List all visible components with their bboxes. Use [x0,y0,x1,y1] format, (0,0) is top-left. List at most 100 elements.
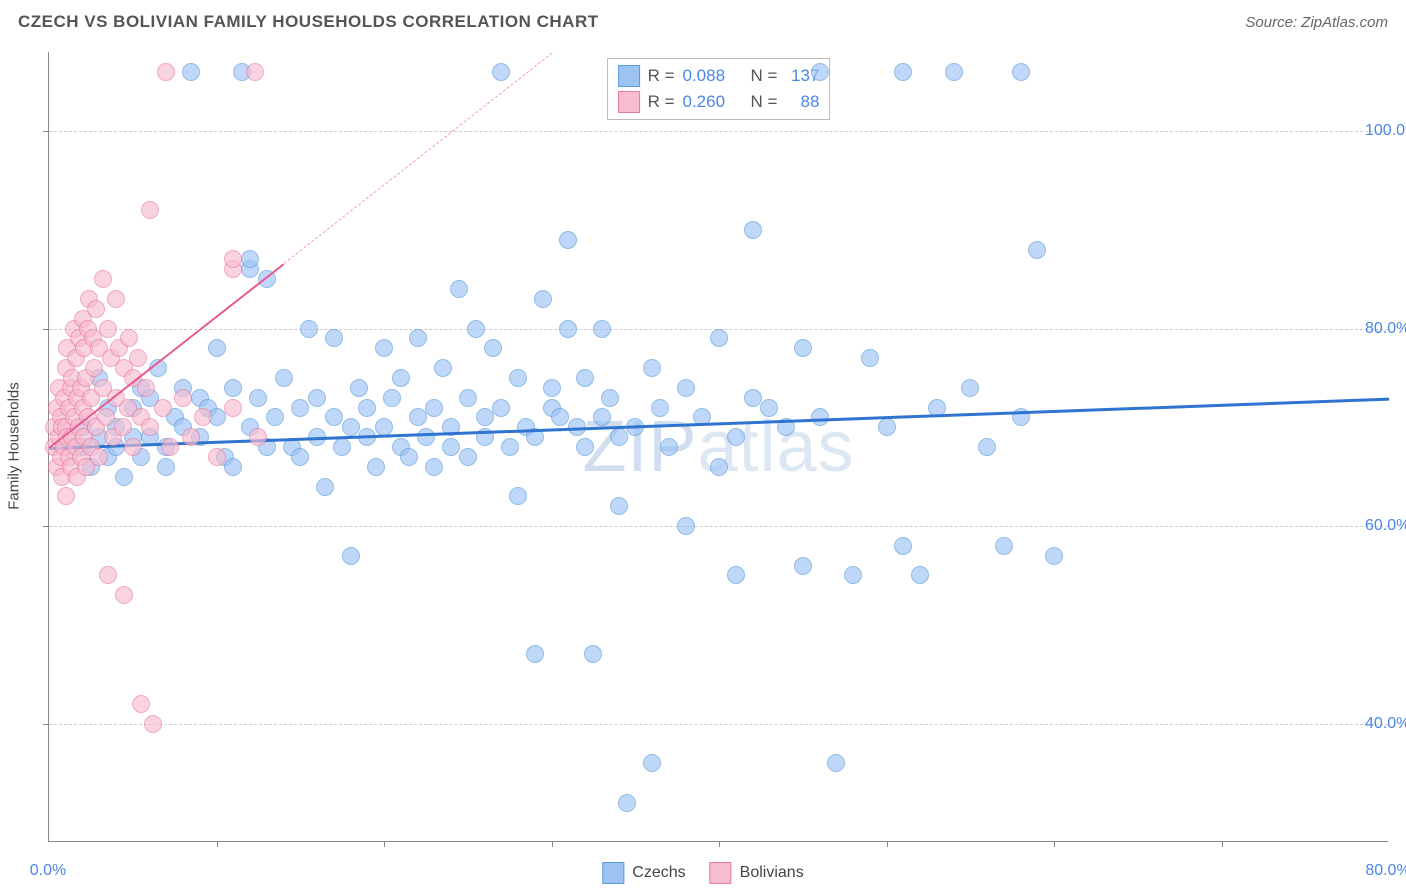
data-point [97,408,115,426]
data-point [727,566,745,584]
data-point [194,408,212,426]
data-point [132,695,150,713]
series-swatch [618,91,640,113]
data-point [208,339,226,357]
data-point [861,349,879,367]
y-tick-label: 100.0% [1365,122,1406,140]
data-point [409,329,427,347]
data-point [182,428,200,446]
data-point [300,320,318,338]
data-point [584,645,602,663]
stat-r-value: 0.088 [683,66,726,86]
legend-label: Czechs [632,864,685,882]
data-point [266,408,284,426]
y-axis-label: Family Households [6,382,23,510]
data-point [492,63,510,81]
data-point [501,438,519,456]
series-swatch [618,65,640,87]
data-point [467,320,485,338]
source-prefix: Source: [1245,14,1301,31]
stat-n-value: 88 [785,92,819,112]
data-point [141,201,159,219]
data-point [174,389,192,407]
data-point [894,63,912,81]
data-point [459,448,477,466]
data-point [434,359,452,377]
data-point [484,339,502,357]
source-attribution: Source: ZipAtlas.com [1245,14,1388,31]
data-point [316,478,334,496]
data-point [643,359,661,377]
data-point [383,389,401,407]
data-point [87,300,105,318]
data-point [559,231,577,249]
stat-r-label: R = [648,92,675,112]
data-point [894,537,912,555]
data-point [417,428,435,446]
data-point [811,63,829,81]
stats-row: R = 0.260 N = 88 [618,89,820,115]
data-point [342,547,360,565]
x-tick-label: 0.0% [30,862,66,880]
data-point [492,399,510,417]
data-point [827,754,845,772]
data-point [1012,63,1030,81]
legend-item: Bolivians [710,862,804,884]
data-point [551,408,569,426]
data-point [291,399,309,417]
data-point [744,221,762,239]
data-point [509,487,527,505]
data-point [154,399,172,417]
x-tick-label: 80.0% [1365,862,1406,880]
data-point [224,379,242,397]
data-point [115,586,133,604]
data-point [610,497,628,515]
legend-label: Bolivians [740,864,804,882]
legend-swatch [602,862,624,884]
data-point [141,418,159,436]
data-point [878,418,896,436]
trend-line [283,53,552,264]
data-point [144,715,162,733]
data-point [660,438,678,456]
data-point [677,379,695,397]
data-point [291,448,309,466]
data-point [476,408,494,426]
data-point [120,329,138,347]
data-point [744,389,762,407]
data-point [643,754,661,772]
data-point [727,428,745,446]
y-tick-label: 60.0% [1365,517,1406,535]
data-point [375,339,393,357]
data-point [137,379,155,397]
data-point [99,566,117,584]
data-point [241,250,259,268]
data-point [710,458,728,476]
data-point [576,369,594,387]
data-point [978,438,996,456]
data-point [961,379,979,397]
data-point [367,458,385,476]
data-point [459,389,477,407]
source-name: ZipAtlas.com [1301,14,1388,31]
data-point [543,379,561,397]
data-point [911,566,929,584]
data-point [618,794,636,812]
stat-r-value: 0.260 [683,92,726,112]
data-point [224,399,242,417]
data-point [610,428,628,446]
gridline-horizontal [49,526,1388,527]
data-point [224,250,242,268]
data-point [115,468,133,486]
data-point [57,487,75,505]
data-point [710,329,728,347]
data-point [90,448,108,466]
data-point [157,458,175,476]
data-point [760,399,778,417]
data-point [114,418,132,436]
data-point [99,320,117,338]
data-point [601,389,619,407]
data-point [94,270,112,288]
data-point [425,399,443,417]
data-point [995,537,1013,555]
